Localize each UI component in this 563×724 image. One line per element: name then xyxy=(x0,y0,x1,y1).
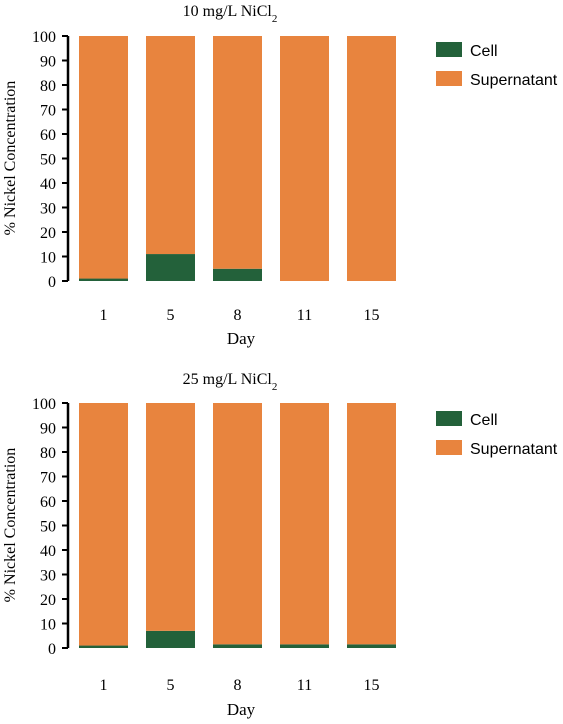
x-tick-label: 8 xyxy=(234,677,242,694)
y-tick-label: 70 xyxy=(40,470,56,487)
y-tick-label: 100 xyxy=(32,29,56,46)
legend-swatch-cell xyxy=(436,42,462,57)
y-tick-label: 90 xyxy=(40,421,56,438)
bar-supernatant-day-8 xyxy=(213,403,262,645)
x-tick-label: 1 xyxy=(100,307,108,324)
y-tick-label: 30 xyxy=(40,568,56,585)
legend-label-supernatant: Supernatant xyxy=(470,72,558,89)
y-tick-label: 0 xyxy=(48,641,56,658)
chart-title-main: 10 mg/L NiCl xyxy=(183,3,273,20)
bar-supernatant-day-15 xyxy=(347,403,396,645)
y-tick-label: 0 xyxy=(48,274,56,291)
y-tick-label: 20 xyxy=(40,592,56,609)
legend-label-cell: Cell xyxy=(470,412,498,429)
y-tick-label: 40 xyxy=(40,176,56,193)
bar-supernatant-day-5 xyxy=(146,403,195,631)
bar-cell-day-5 xyxy=(146,254,195,281)
y-tick-label: 40 xyxy=(40,543,56,560)
y-tick-label: 60 xyxy=(40,494,56,511)
x-tick-label: 8 xyxy=(234,307,242,324)
bar-cell-day-11 xyxy=(280,644,329,648)
y-tick-label: 80 xyxy=(40,445,56,462)
y-tick-label: 100 xyxy=(32,396,56,413)
legend-swatch-supernatant xyxy=(436,440,462,455)
y-tick-label: 60 xyxy=(40,127,56,144)
legend-swatch-supernatant xyxy=(436,71,462,86)
x-tick-label: 5 xyxy=(167,307,175,324)
bar-cell-day-8 xyxy=(213,644,262,648)
x-tick-label: 11 xyxy=(297,677,312,694)
x-tick-label: 15 xyxy=(364,677,380,694)
y-tick-label: 20 xyxy=(40,225,56,242)
x-tick-label: 15 xyxy=(364,307,380,324)
legend-swatch-cell xyxy=(436,411,462,426)
chart-title: 10 mg/L NiCl2 xyxy=(183,3,278,25)
bar-supernatant-day-8 xyxy=(213,36,262,269)
chart-title-subscript: 2 xyxy=(272,381,278,393)
bar-cell-day-1 xyxy=(79,645,128,648)
y-tick-label: 30 xyxy=(40,201,56,218)
y-axis-label: % Nickel Concentration xyxy=(2,448,19,603)
y-tick-label: 10 xyxy=(40,250,56,267)
chart-title: 25 mg/L NiCl2 xyxy=(183,371,278,393)
y-tick-label: 70 xyxy=(40,103,56,120)
chart-title-subscript: 2 xyxy=(272,13,278,25)
bar-cell-day-15 xyxy=(347,644,396,648)
x-tick-label: 5 xyxy=(167,677,175,694)
bar-supernatant-day-11 xyxy=(280,403,329,645)
y-tick-label: 10 xyxy=(40,617,56,634)
bar-cell-day-1 xyxy=(79,278,128,281)
x-axis-label: Day xyxy=(227,329,256,348)
y-tick-label: 50 xyxy=(40,519,56,536)
legend-label-supernatant: Supernatant xyxy=(470,441,558,458)
y-tick-label: 90 xyxy=(40,54,56,71)
y-axis-label: % Nickel Concentration xyxy=(2,81,19,236)
y-tick-label: 80 xyxy=(40,78,56,95)
bar-supernatant-day-15 xyxy=(347,36,396,281)
bar-supernatant-day-11 xyxy=(280,36,329,281)
bar-supernatant-day-1 xyxy=(79,36,128,279)
chart-title-main: 25 mg/L NiCl xyxy=(183,371,273,388)
x-tick-label: 11 xyxy=(297,307,312,324)
y-tick-label: 50 xyxy=(40,152,56,169)
legend-label-cell: Cell xyxy=(470,43,498,60)
bar-cell-day-5 xyxy=(146,630,195,648)
x-axis-label: Day xyxy=(227,700,256,719)
x-tick-label: 1 xyxy=(100,677,108,694)
bar-cell-day-8 xyxy=(213,268,262,281)
bar-supernatant-day-1 xyxy=(79,403,128,646)
bar-supernatant-day-5 xyxy=(146,36,195,255)
